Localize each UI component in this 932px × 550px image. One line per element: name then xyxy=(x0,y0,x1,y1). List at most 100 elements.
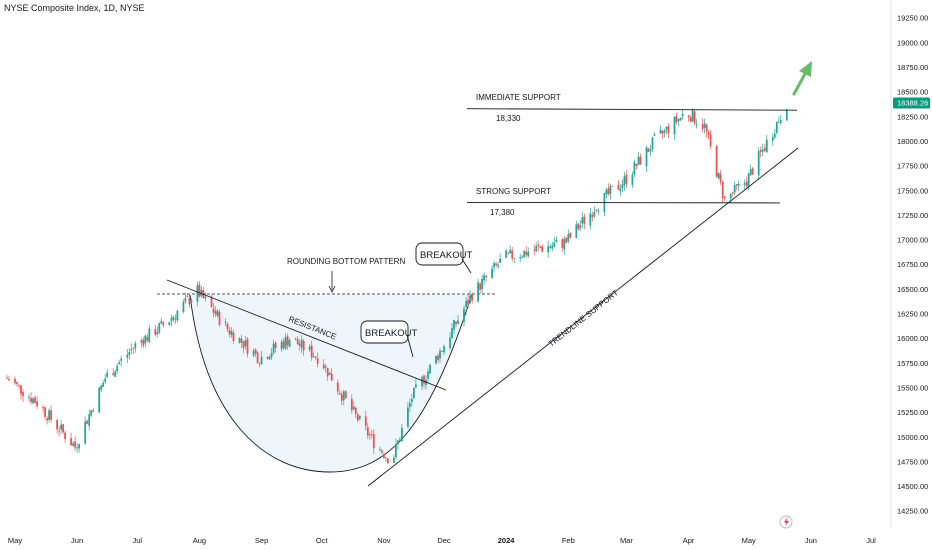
candle xyxy=(316,352,319,368)
candle xyxy=(368,432,371,441)
candle xyxy=(485,274,487,283)
candle xyxy=(439,347,441,364)
candle xyxy=(635,163,638,170)
candle xyxy=(775,121,778,135)
candle xyxy=(577,223,580,231)
price-tick-label: 19250.00 xyxy=(897,14,928,23)
breakout-box-1 xyxy=(415,242,464,266)
candle xyxy=(354,406,357,419)
candle xyxy=(86,420,89,425)
candle xyxy=(521,255,524,259)
candle xyxy=(763,143,766,153)
candle xyxy=(254,348,257,358)
candle xyxy=(477,278,479,303)
price-tick-label: 18250.00 xyxy=(897,112,928,121)
candle xyxy=(511,246,514,262)
candle xyxy=(565,237,568,244)
price-tick-label: 15250.00 xyxy=(897,408,928,417)
time-tick-label: Jun xyxy=(805,536,817,545)
candle xyxy=(42,404,44,413)
candle xyxy=(352,401,355,411)
candle xyxy=(733,181,736,196)
candle xyxy=(555,236,558,243)
candle xyxy=(116,363,119,375)
candle xyxy=(366,422,369,439)
candle xyxy=(370,430,373,439)
candle xyxy=(242,341,245,353)
rounding-bottom-curve xyxy=(189,293,473,473)
candle xyxy=(336,379,339,396)
candle xyxy=(411,393,413,407)
candle xyxy=(625,170,628,189)
candle xyxy=(381,448,383,455)
candle xyxy=(350,394,353,414)
candle xyxy=(30,392,32,405)
candle xyxy=(270,348,273,360)
candle xyxy=(777,116,780,124)
candle xyxy=(387,457,389,464)
candle xyxy=(469,289,471,304)
candle xyxy=(298,339,301,351)
candle xyxy=(567,229,570,244)
candle xyxy=(102,380,105,387)
price-tick-label: 17250.00 xyxy=(897,211,928,220)
candle xyxy=(507,252,510,256)
candle xyxy=(168,321,171,326)
candle xyxy=(457,314,459,325)
candle xyxy=(663,128,666,138)
candle xyxy=(737,180,740,192)
candle xyxy=(120,355,123,367)
trendline-support-label: TRENDLINE SUPPORT xyxy=(547,288,620,348)
candle xyxy=(455,321,457,328)
candle xyxy=(210,294,213,308)
candle xyxy=(609,183,612,200)
candle xyxy=(310,340,313,361)
candle xyxy=(715,145,718,178)
candles-series xyxy=(6,108,788,464)
candle xyxy=(491,265,493,279)
candle xyxy=(719,170,722,185)
candle xyxy=(443,344,445,356)
price-tick-label: 17750.00 xyxy=(897,162,928,171)
strong-support-line xyxy=(466,201,781,204)
candle xyxy=(665,126,668,135)
last-price-tag: 18388.26 xyxy=(893,97,930,109)
candle xyxy=(735,184,738,191)
candle xyxy=(547,240,550,258)
candle xyxy=(20,385,22,400)
candle xyxy=(453,319,455,335)
candle xyxy=(593,206,596,218)
candle xyxy=(551,241,554,252)
candle xyxy=(519,253,522,262)
candle xyxy=(160,317,163,325)
candle xyxy=(338,390,341,395)
candle xyxy=(92,408,95,413)
candle xyxy=(100,384,103,392)
candle xyxy=(256,350,259,364)
candle xyxy=(467,294,469,309)
candle xyxy=(78,443,80,453)
candle xyxy=(114,369,117,377)
immediate-support-line xyxy=(466,108,798,111)
candle xyxy=(379,446,381,452)
candle xyxy=(653,131,656,137)
breakout-pointer-1 xyxy=(461,258,472,274)
time-tick-label: Jul xyxy=(133,536,143,545)
breakout-pointer-2 xyxy=(406,334,414,358)
candle xyxy=(631,171,634,188)
time-tick-label: May xyxy=(742,536,756,545)
candle xyxy=(523,249,526,258)
immediate-support-label: IMMEDIATE SUPPORT xyxy=(476,93,561,102)
candle xyxy=(745,176,748,189)
time-tick-label: Mar xyxy=(620,536,633,545)
price-tick-label: 16250.00 xyxy=(897,310,928,319)
candle xyxy=(717,172,720,180)
candle xyxy=(128,347,131,360)
candle xyxy=(126,349,129,363)
candle xyxy=(144,334,147,348)
candle xyxy=(218,309,221,327)
lightning-icon[interactable] xyxy=(779,515,793,529)
candle xyxy=(483,272,485,286)
price-tick-label: 15000.00 xyxy=(897,433,928,442)
